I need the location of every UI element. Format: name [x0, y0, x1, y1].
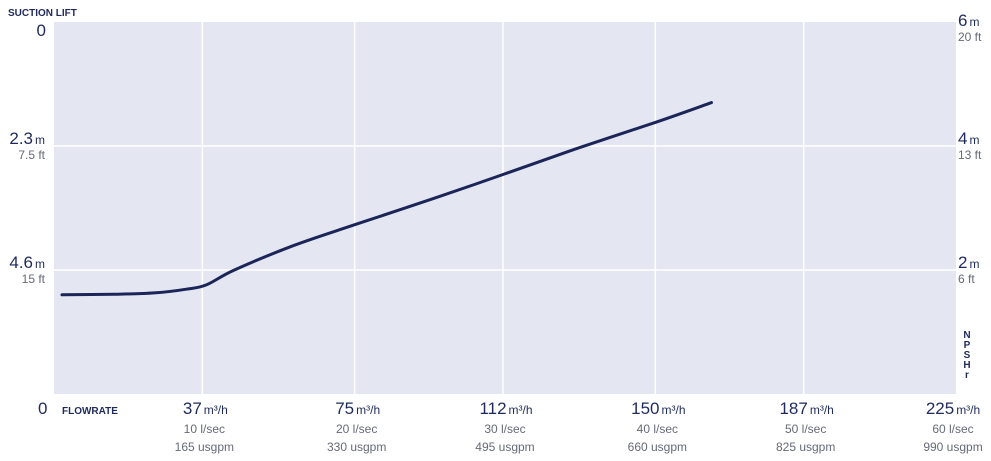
- right-tick-value: 2: [958, 253, 967, 272]
- right-tick-value: 6: [958, 11, 967, 30]
- left-tick-unit: m: [35, 257, 45, 271]
- x-tick-label: 150 m³/h: [631, 399, 685, 418]
- left-tick-sub-label: 15 ft: [22, 272, 46, 286]
- right-axis-title-letter: N: [963, 330, 970, 341]
- right-axis-title-letter: H: [963, 360, 970, 371]
- right-axis-title-letter: P: [964, 340, 971, 351]
- npsh-curve-line: [60, 101, 713, 297]
- x-tick-value: 75: [335, 399, 354, 418]
- right-axis-title-letter: r: [965, 370, 969, 381]
- x-tick-unit: m³/h: [204, 403, 228, 417]
- x-tick-value: 150: [631, 399, 659, 418]
- x-tick-sub-label-usgpm: 660 usgpm: [628, 440, 687, 454]
- right-tick-unit: m: [969, 133, 979, 147]
- bottom-axis-title: FLOWRATE: [62, 406, 118, 417]
- right-axis-ticks: 6 m20 ft4 m13 ft2 m6 ft: [958, 11, 982, 286]
- plot-area: [54, 22, 956, 394]
- x-tick-unit: m³/h: [509, 403, 533, 417]
- x-tick-value: 187: [779, 399, 807, 418]
- x-tick-sub-label-usgpm: 495 usgpm: [475, 440, 534, 454]
- right-tick-sub-label: 13 ft: [958, 148, 982, 162]
- left-tick-value: 2.3: [9, 129, 33, 148]
- x-tick-sub-label-usgpm: 825 usgpm: [776, 440, 835, 454]
- x-tick-sub-label-usgpm: 165 usgpm: [175, 440, 234, 454]
- left-tick-sub-label: 7.5 ft: [18, 148, 45, 162]
- x-tick-value: 37: [183, 399, 202, 418]
- x-tick-label: 225 m³/h: [926, 399, 980, 418]
- right-tick-unit: m: [969, 15, 979, 29]
- x-axis-zero-label: 0: [38, 399, 47, 418]
- x-tick-value: 225: [926, 399, 954, 418]
- x-tick-value: 112: [479, 399, 506, 418]
- left-tick-label: 2.3 m: [9, 129, 45, 148]
- x-tick-sub-label-lsec: 30 l/sec: [484, 422, 525, 436]
- x-tick-sub-label-lsec: 50 l/sec: [785, 422, 826, 436]
- left-tick-label: 4.6 m: [9, 253, 45, 272]
- right-tick-sub-label: 20 ft: [958, 30, 982, 44]
- right-tick-value: 4: [958, 129, 967, 148]
- x-tick-unit: m³/h: [356, 403, 380, 417]
- right-tick-unit: m: [969, 257, 979, 271]
- x-tick-unit: m³/h: [662, 403, 686, 417]
- x-tick-sub-label-usgpm: 330 usgpm: [327, 440, 386, 454]
- x-tick-label: 112 m³/h: [479, 399, 532, 418]
- x-tick-unit: m³/h: [810, 403, 834, 417]
- x-tick-label: 37 m³/h: [183, 399, 228, 418]
- x-tick-unit: m³/h: [956, 403, 980, 417]
- left-tick-label: 0: [37, 21, 46, 40]
- right-tick-sub-label: 6 ft: [958, 272, 975, 286]
- x-tick-sub-label-lsec: 40 l/sec: [637, 422, 678, 436]
- left-axis-ticks: 02.3 m7.5 ft4.6 m15 ft: [9, 21, 46, 286]
- grid-lines: [54, 22, 956, 394]
- x-tick-label: 187 m³/h: [779, 399, 833, 418]
- left-tick-value: 4.6: [9, 253, 33, 272]
- x-tick-sub-label-usgpm: 990 usgpm: [923, 440, 982, 454]
- left-tick-unit: m: [35, 133, 45, 147]
- x-tick-label: 75 m³/h: [335, 399, 380, 418]
- left-axis-title: SUCTION LIFT: [8, 8, 77, 19]
- right-axis-title-letter: S: [964, 350, 971, 361]
- x-tick-sub-label-lsec: 10 l/sec: [184, 422, 225, 436]
- x-tick-sub-label-lsec: 60 l/sec: [932, 422, 973, 436]
- x-tick-sub-label-lsec: 20 l/sec: [336, 422, 377, 436]
